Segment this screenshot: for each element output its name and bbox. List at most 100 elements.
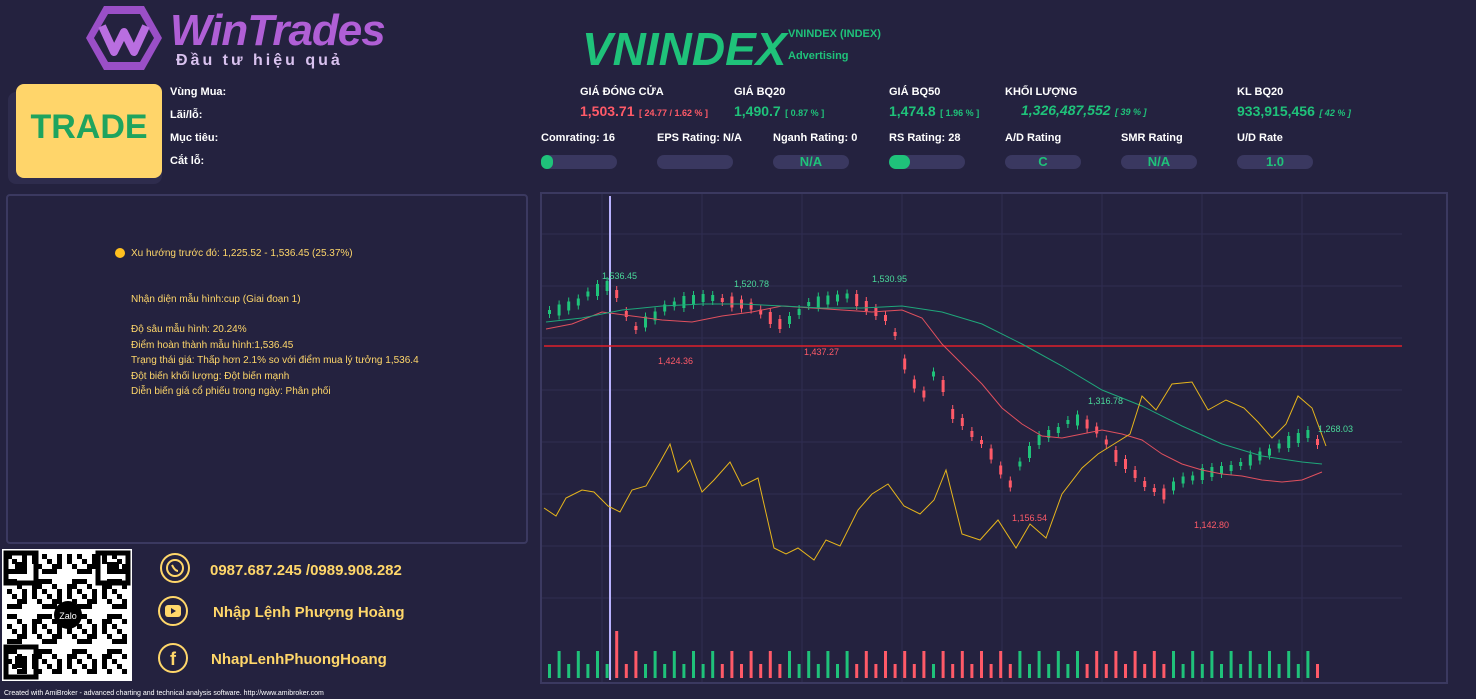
- candle-body: [1200, 468, 1204, 480]
- candle-body: [826, 295, 830, 305]
- qr-cell: [17, 599, 22, 604]
- volume-bar: [586, 664, 590, 678]
- candle-body: [1229, 465, 1233, 471]
- volume-bar: [1008, 664, 1012, 678]
- qr-cell: [82, 579, 87, 584]
- qr-cell: [67, 589, 72, 594]
- qr-cell: [87, 564, 92, 569]
- qr-cell: [37, 634, 42, 639]
- candle-body: [1066, 420, 1070, 424]
- volume-bar: [1316, 664, 1319, 678]
- qr-cell: [92, 634, 97, 639]
- candle-body: [1028, 446, 1031, 458]
- phone-text[interactable]: 0987.687.245 /0989.908.282: [210, 562, 402, 579]
- qr-cell: [42, 639, 47, 644]
- qr-cell: [12, 594, 17, 599]
- ma50-line: [545, 303, 1323, 465]
- qr-cell: [67, 559, 72, 564]
- qr-cell: [42, 624, 47, 629]
- qr-cell: [47, 569, 52, 574]
- qr-cell: [7, 569, 12, 574]
- ma50-change: [ 1.96 % ]: [940, 108, 980, 118]
- qr-cell: [7, 554, 12, 559]
- qr-cell: [122, 564, 127, 569]
- qr-cell: [102, 659, 107, 664]
- label-high-2: 1,520.78: [734, 279, 769, 289]
- ma20-value: 1,490.7: [734, 103, 781, 119]
- qr-cell: [87, 604, 92, 609]
- volume-bar: [903, 651, 907, 678]
- candle-body: [884, 315, 887, 321]
- candle-body: [855, 294, 859, 306]
- qr-cell: [47, 614, 52, 619]
- qr-cell: [87, 654, 92, 659]
- qr-cell: [87, 669, 92, 674]
- qr-cell: [117, 614, 122, 619]
- volume-bar: [797, 664, 801, 678]
- candle-body: [1143, 481, 1147, 487]
- candle-body: [644, 316, 647, 328]
- ma50-value-group: 1,474.8 [ 1.96 % ]: [889, 103, 979, 121]
- volume-bar: [720, 664, 724, 678]
- candle-body: [922, 390, 926, 398]
- qr-cell: [102, 589, 107, 594]
- volume-bar: [1133, 651, 1137, 678]
- volume-bar: [1239, 664, 1243, 678]
- volume-bar: [1056, 651, 1060, 678]
- qr-cell: [52, 669, 57, 674]
- candle-body: [893, 332, 897, 336]
- candle-body: [567, 301, 571, 311]
- volume-bar: [1287, 651, 1291, 678]
- candle-body: [1181, 476, 1185, 484]
- nganh-rating-label: Nganh Rating: 0: [773, 132, 858, 144]
- qr-cell: [12, 569, 17, 574]
- label-high-1: 1,536.45: [602, 271, 637, 281]
- ad-rating-label: A/D Rating: [1005, 132, 1062, 144]
- volume-bar: [816, 664, 820, 678]
- zalo-qr-code[interactable]: Zalo: [2, 549, 132, 681]
- qr-cell: [117, 664, 122, 669]
- candle-body: [624, 311, 628, 317]
- qr-cell: [67, 629, 72, 634]
- target-label: Mục tiêu:: [170, 132, 219, 144]
- qr-cell: [92, 669, 97, 674]
- qr-cell: [57, 634, 62, 639]
- candle-body: [768, 312, 772, 324]
- trend-bullet-icon: [115, 248, 125, 258]
- volume-bar: [730, 651, 734, 678]
- footer-credit: Created with AmiBroker - advanced charti…: [4, 690, 324, 697]
- qr-cell: [42, 604, 47, 609]
- volume-bar: [1296, 664, 1300, 678]
- candle-body: [960, 418, 964, 426]
- qr-cell: [32, 584, 37, 589]
- ma20-line: [545, 305, 1323, 483]
- youtube-channel-link[interactable]: Nhập Lệnh Phượng Hoàng: [213, 604, 405, 621]
- ud-rate-value: 1.0: [1237, 155, 1313, 169]
- label-high-3: 1,530.95: [872, 274, 907, 284]
- qr-cell: [37, 669, 42, 674]
- trade-label: TRADE: [30, 108, 148, 146]
- price-chart[interactable]: 1,536.45 1,520.78 1,530.95 1,316.78 1,26…: [540, 192, 1448, 684]
- qr-cell: [47, 579, 52, 584]
- ud-rate-label: U/D Rate: [1237, 132, 1283, 144]
- volume-bar: [932, 664, 935, 678]
- label-mid-1: 1,316.78: [1088, 396, 1123, 406]
- volume-bar: [634, 651, 638, 678]
- qr-cell: [87, 639, 92, 644]
- candle-body: [615, 290, 619, 298]
- qr-cell: [67, 659, 72, 664]
- volume-bar: [1268, 651, 1271, 678]
- qr-cell: [92, 629, 97, 634]
- qr-cell: [47, 559, 52, 564]
- qr-cell: [107, 599, 112, 604]
- candle-body: [1085, 419, 1089, 429]
- volume-bar: [989, 664, 993, 678]
- facebook-page-link[interactable]: NhapLenhPhuongHoang: [211, 651, 387, 668]
- smr-rating-label: SMR Rating: [1121, 132, 1183, 144]
- candle-body: [912, 379, 916, 389]
- volume-bar: [1143, 664, 1147, 678]
- volume-bar: [864, 651, 868, 678]
- qr-cell: [102, 654, 107, 659]
- qr-cell: [107, 634, 112, 639]
- candle-body: [1172, 481, 1175, 491]
